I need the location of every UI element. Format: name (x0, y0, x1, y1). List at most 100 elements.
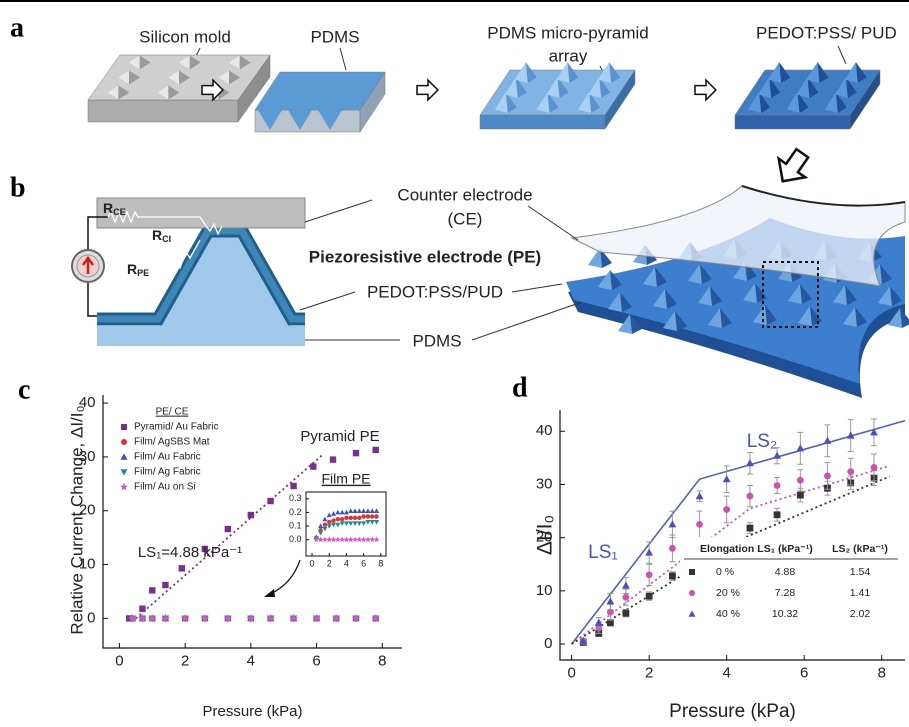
process-arrow (695, 80, 716, 100)
marker (162, 582, 168, 588)
x-tick-label: 2 (327, 558, 332, 568)
resistor-subscript: PE (137, 268, 149, 278)
device-label: (CE) (448, 209, 483, 228)
annotation: LS₂ (747, 431, 778, 452)
block-front (735, 115, 850, 129)
marker (622, 610, 629, 617)
table-cell: 7.28 (775, 587, 796, 599)
device-label: Counter electrode (397, 185, 532, 204)
marker (331, 518, 335, 522)
y-tick-label: 30 (536, 475, 553, 492)
marker (139, 606, 145, 612)
marker (824, 473, 831, 480)
marker (370, 514, 374, 518)
marker (871, 464, 878, 471)
table-cell: 20 % (716, 587, 740, 599)
y-tick-label: 0.0 (289, 534, 302, 544)
device-label: PDMS (412, 331, 461, 350)
marker (774, 511, 781, 518)
x-tick-label: 8 (878, 664, 886, 681)
device-label: PEDOT:PSS/PUD (367, 282, 503, 301)
marker (340, 517, 344, 521)
x-tick-label: 6 (800, 664, 808, 681)
x-axis-label: Pressure (kPa) (669, 701, 796, 722)
y-tick-label: 0 (544, 635, 552, 652)
marker (344, 516, 348, 520)
legend-label: Film/ Ag Fabric (134, 467, 201, 478)
y-axis-label: Relative Current Change, ΔI/I₀ (67, 405, 86, 634)
marker (336, 517, 340, 521)
marker (290, 483, 296, 489)
panel-label: b (10, 172, 26, 203)
marker (248, 512, 254, 518)
y-tick-label: 0.3 (289, 493, 302, 503)
step-label: PDMS micro-pyramid (487, 23, 649, 42)
table-cell: 10.32 (772, 608, 798, 620)
marker (373, 447, 379, 453)
y-tick-label: 0.1 (289, 520, 302, 530)
marker (773, 452, 781, 459)
marker (669, 520, 677, 527)
leader (340, 48, 346, 70)
marker (225, 526, 231, 532)
y-tick-label: 40 (536, 422, 553, 439)
table-cell: 40 % (716, 608, 740, 620)
counter-electrode (97, 198, 305, 228)
pdms-base (97, 326, 305, 346)
x-tick-label: 8 (378, 652, 386, 669)
block-front (88, 100, 238, 122)
marker (774, 482, 781, 489)
arrow-head (264, 589, 275, 597)
step-label: array (549, 46, 588, 65)
marker (747, 493, 754, 500)
y-axis-label: ΔI/I₀ (534, 515, 557, 555)
panel-label: d (512, 372, 528, 403)
table-header: Elongation (700, 543, 754, 555)
marker (121, 439, 127, 445)
device-label: Piezoresistive electrode (PE) (309, 247, 541, 266)
y-tick-label: 0.2 (289, 507, 302, 517)
step-label: PDMS (310, 27, 359, 46)
leader-lines (300, 200, 582, 340)
annotation: LS₁ (588, 542, 618, 563)
legend-label: Pyramid/ Au Fabric (134, 422, 218, 433)
marker (689, 569, 695, 575)
leader (838, 46, 846, 64)
marker (746, 459, 754, 466)
y-tick-label: 0 (87, 609, 95, 626)
marker (622, 581, 630, 588)
wire (88, 283, 97, 316)
marker (327, 520, 331, 524)
table-cell: 2.02 (850, 608, 871, 620)
x-tick-label: 6 (312, 652, 320, 669)
inset-arrow (270, 560, 300, 594)
legend-label: Film/ Au on Si (134, 482, 196, 493)
marker (357, 516, 361, 520)
marker (669, 573, 676, 580)
marker (353, 516, 357, 520)
step-label: PEDOT:PSS/ PUD (756, 23, 897, 42)
table-cell: 1.41 (850, 587, 871, 599)
marker (696, 492, 704, 499)
table-header: LS₁ (kPa⁻¹) (757, 543, 812, 555)
marker (646, 593, 653, 600)
block-front (480, 115, 605, 129)
leader (512, 284, 562, 292)
x-tick-label: 4 (247, 652, 255, 669)
marker (797, 477, 804, 484)
resistor-label: RPE (127, 261, 149, 279)
marker (330, 456, 336, 462)
marker (323, 522, 327, 526)
x-tick-label: 2 (645, 664, 653, 681)
annotation: LS₁=4.88 kPa⁻¹ (138, 544, 242, 561)
table-header: LS₂ (kPa⁻¹) (832, 543, 888, 555)
step-label: Silicon mold (139, 27, 231, 46)
resistor-symbol: R (103, 200, 113, 216)
x-tick-label: 0 (310, 558, 315, 568)
device-3d (566, 186, 909, 398)
marker (121, 424, 127, 430)
inset-title: Film PE (322, 471, 371, 487)
resistor-subscript: CE (113, 207, 126, 217)
marker (121, 469, 128, 475)
cross-section: RCE RCI RPE (72, 198, 305, 346)
